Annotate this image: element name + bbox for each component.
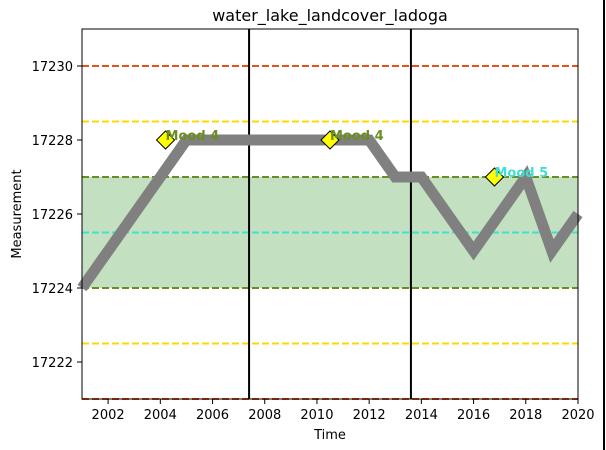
x-tick-label: 2006 (196, 408, 229, 423)
x-tick-label: 2016 (457, 408, 490, 423)
x-tick-label: 2008 (248, 408, 281, 423)
x-tick-label: 2010 (300, 408, 333, 423)
y-tick-label: 17222 (32, 356, 73, 371)
annotations: Mood 4 Mood 4 Mood 5 (155, 129, 548, 187)
x-tick-label: 2020 (561, 408, 594, 423)
chart-title: water_lake_landcover_ladoga (212, 6, 448, 26)
x-axis: 2002 2004 2006 2008 2010 2012 2014 2016 2018 2020 (92, 399, 595, 423)
x-tick-label: 2004 (144, 408, 177, 423)
x-tick-label: 2002 (92, 408, 125, 423)
annotation-label-0: Mood 4 (166, 129, 220, 144)
x-axis-label: Time (313, 428, 346, 443)
event-lines (248, 29, 412, 399)
x-tick-label: 2014 (405, 408, 438, 423)
annotation-marker-0 (155, 130, 176, 150)
y-axis-label: Measurement (10, 169, 25, 258)
annotation-marker-1 (320, 130, 340, 150)
y-axis: 17222 17224 17226 17228 17230 (32, 60, 82, 371)
y-tick-label: 17230 (32, 60, 73, 75)
y-tick-label: 17228 (32, 134, 73, 149)
annotation-label-2: Mood 5 (494, 166, 548, 181)
y-tick-label: 17224 (32, 282, 73, 297)
x-tick-label: 2012 (353, 408, 386, 423)
annotation-label-1: Mood 4 (330, 129, 384, 144)
x-tick-label: 2018 (509, 408, 542, 423)
window-edge (603, 0, 605, 450)
annotation-marker-2 (484, 167, 505, 187)
y-tick-label: 17226 (32, 208, 73, 223)
